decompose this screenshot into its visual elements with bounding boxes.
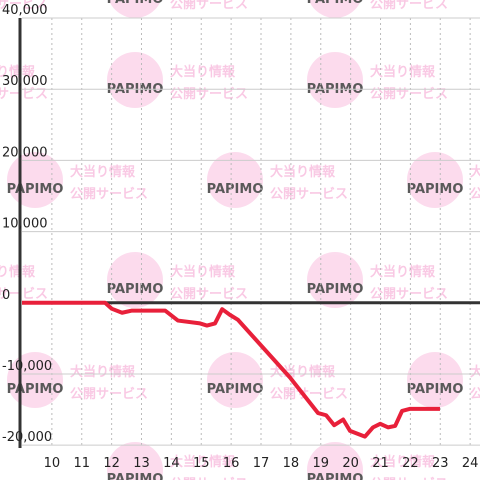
watermark-text: 大当り情報 bbox=[170, 64, 236, 80]
watermark-text: 大当り情報 bbox=[0, 64, 36, 80]
watermark-brand: PAPIMO bbox=[207, 182, 264, 197]
watermark-text: 公開サービス bbox=[170, 0, 248, 12]
watermark-circle bbox=[207, 152, 263, 208]
watermark-text: 公開サービス bbox=[270, 186, 348, 202]
watermark-brand: PAPIMO bbox=[307, 472, 364, 480]
y-tick-label: 30,000 bbox=[2, 74, 48, 89]
x-tick-label: 17 bbox=[253, 456, 270, 471]
watermark-brand: PAPIMO bbox=[307, 0, 364, 7]
watermark-text: 大当り情報 bbox=[470, 164, 480, 180]
watermark-text: 公開サービス bbox=[0, 86, 48, 102]
y-tick-label: 0 bbox=[2, 288, 10, 303]
watermark-brand: PAPIMO bbox=[107, 282, 164, 297]
y-tick-label: 20,000 bbox=[2, 145, 48, 160]
x-tick-label: 12 bbox=[103, 456, 120, 471]
watermark-text: 公開サービス bbox=[170, 86, 248, 102]
watermark-circle bbox=[107, 52, 163, 108]
x-tick-label: 20 bbox=[342, 456, 359, 471]
watermark-text: 公開サービス bbox=[0, 0, 48, 12]
watermark-text: 大当り情報 bbox=[270, 164, 336, 180]
watermark-brand: PAPIMO bbox=[107, 0, 164, 7]
watermark-circle bbox=[107, 252, 163, 308]
watermark-text: 公開サービス bbox=[370, 86, 448, 102]
watermark-brand: PAPIMO bbox=[107, 472, 164, 480]
watermark-circle bbox=[407, 152, 463, 208]
x-tick-label: 22 bbox=[402, 456, 419, 471]
watermark-text: 公開サービス bbox=[370, 0, 448, 12]
watermark-text: 大当り情報 bbox=[70, 364, 136, 380]
x-tick-label: 15 bbox=[193, 456, 210, 471]
y-tick-label: -20,000 bbox=[2, 430, 52, 445]
watermark-brand: PAPIMO bbox=[307, 282, 364, 297]
x-tick-label: 24 bbox=[462, 456, 479, 471]
watermark-text: 大当り情報 bbox=[70, 164, 136, 180]
x-tick-label: 23 bbox=[432, 456, 449, 471]
watermark-circle bbox=[307, 442, 363, 480]
x-tick-label: 11 bbox=[73, 456, 90, 471]
watermark-text: 大当り情報 bbox=[370, 454, 436, 470]
x-tick-label: 21 bbox=[372, 456, 389, 471]
x-tick-label: 10 bbox=[44, 456, 61, 471]
watermark-circle bbox=[108, 0, 162, 18]
watermark-text: 公開サービス bbox=[370, 476, 448, 480]
watermark-text: 公開サービス bbox=[470, 386, 480, 402]
watermark-text: 公開サービス bbox=[370, 286, 448, 302]
y-tick-label: 40,000 bbox=[2, 3, 48, 18]
data-line bbox=[22, 300, 440, 439]
watermark-circle bbox=[307, 52, 363, 108]
watermark-circle bbox=[308, 0, 362, 18]
y-tick-label: 10,000 bbox=[2, 217, 48, 232]
watermark-text: 公開サービス bbox=[0, 286, 48, 302]
watermark-text: 大当り情報 bbox=[370, 264, 436, 280]
watermark-brand: PAPIMO bbox=[7, 182, 64, 197]
watermark-brand: PAPIMO bbox=[407, 382, 464, 397]
watermark-text: 大当り情報 bbox=[470, 364, 480, 380]
x-tick-label: 19 bbox=[312, 456, 329, 471]
watermark-brand: PAPIMO bbox=[407, 182, 464, 197]
watermark-text: 公開サービス bbox=[470, 186, 480, 202]
watermark-text: 大当り情報 bbox=[0, 264, 36, 280]
watermark-text: 大当り情報 bbox=[370, 64, 436, 80]
watermark-circle bbox=[407, 352, 463, 408]
y-tick-label: -10,000 bbox=[2, 359, 52, 374]
watermark-text: 公開サービス bbox=[70, 386, 148, 402]
x-tick-label: 13 bbox=[133, 456, 150, 471]
watermark-text: 公開サービス bbox=[170, 476, 248, 480]
watermark-brand: PAPIMO bbox=[207, 382, 264, 397]
watermark-circle bbox=[307, 252, 363, 308]
watermark-text: 公開サービス bbox=[170, 286, 248, 302]
x-tick-label: 16 bbox=[223, 456, 240, 471]
watermark-text: 公開サービス bbox=[70, 186, 148, 202]
watermark-circle bbox=[107, 442, 163, 480]
watermark-circle bbox=[207, 352, 263, 408]
x-tick-label: 18 bbox=[283, 456, 300, 471]
x-tick-label: 14 bbox=[163, 456, 180, 471]
watermark-text: 大当り情報 bbox=[170, 264, 236, 280]
watermark-brand: PAPIMO bbox=[7, 382, 64, 397]
watermark-text: 大当り情報 bbox=[170, 454, 236, 470]
watermark-text: 公開サービス bbox=[270, 386, 348, 402]
